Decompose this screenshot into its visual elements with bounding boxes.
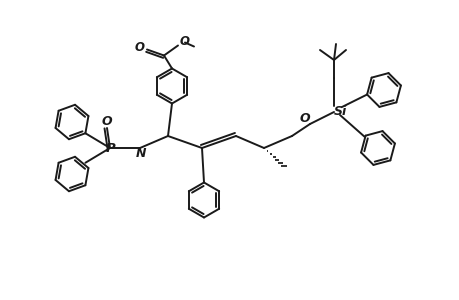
Text: O: O: [299, 112, 310, 124]
Text: O: O: [134, 41, 145, 54]
Text: Si: Si: [333, 104, 346, 118]
Text: N: N: [135, 146, 146, 160]
Text: O: O: [179, 35, 190, 48]
Text: O: O: [101, 115, 112, 128]
Text: P: P: [106, 142, 116, 154]
